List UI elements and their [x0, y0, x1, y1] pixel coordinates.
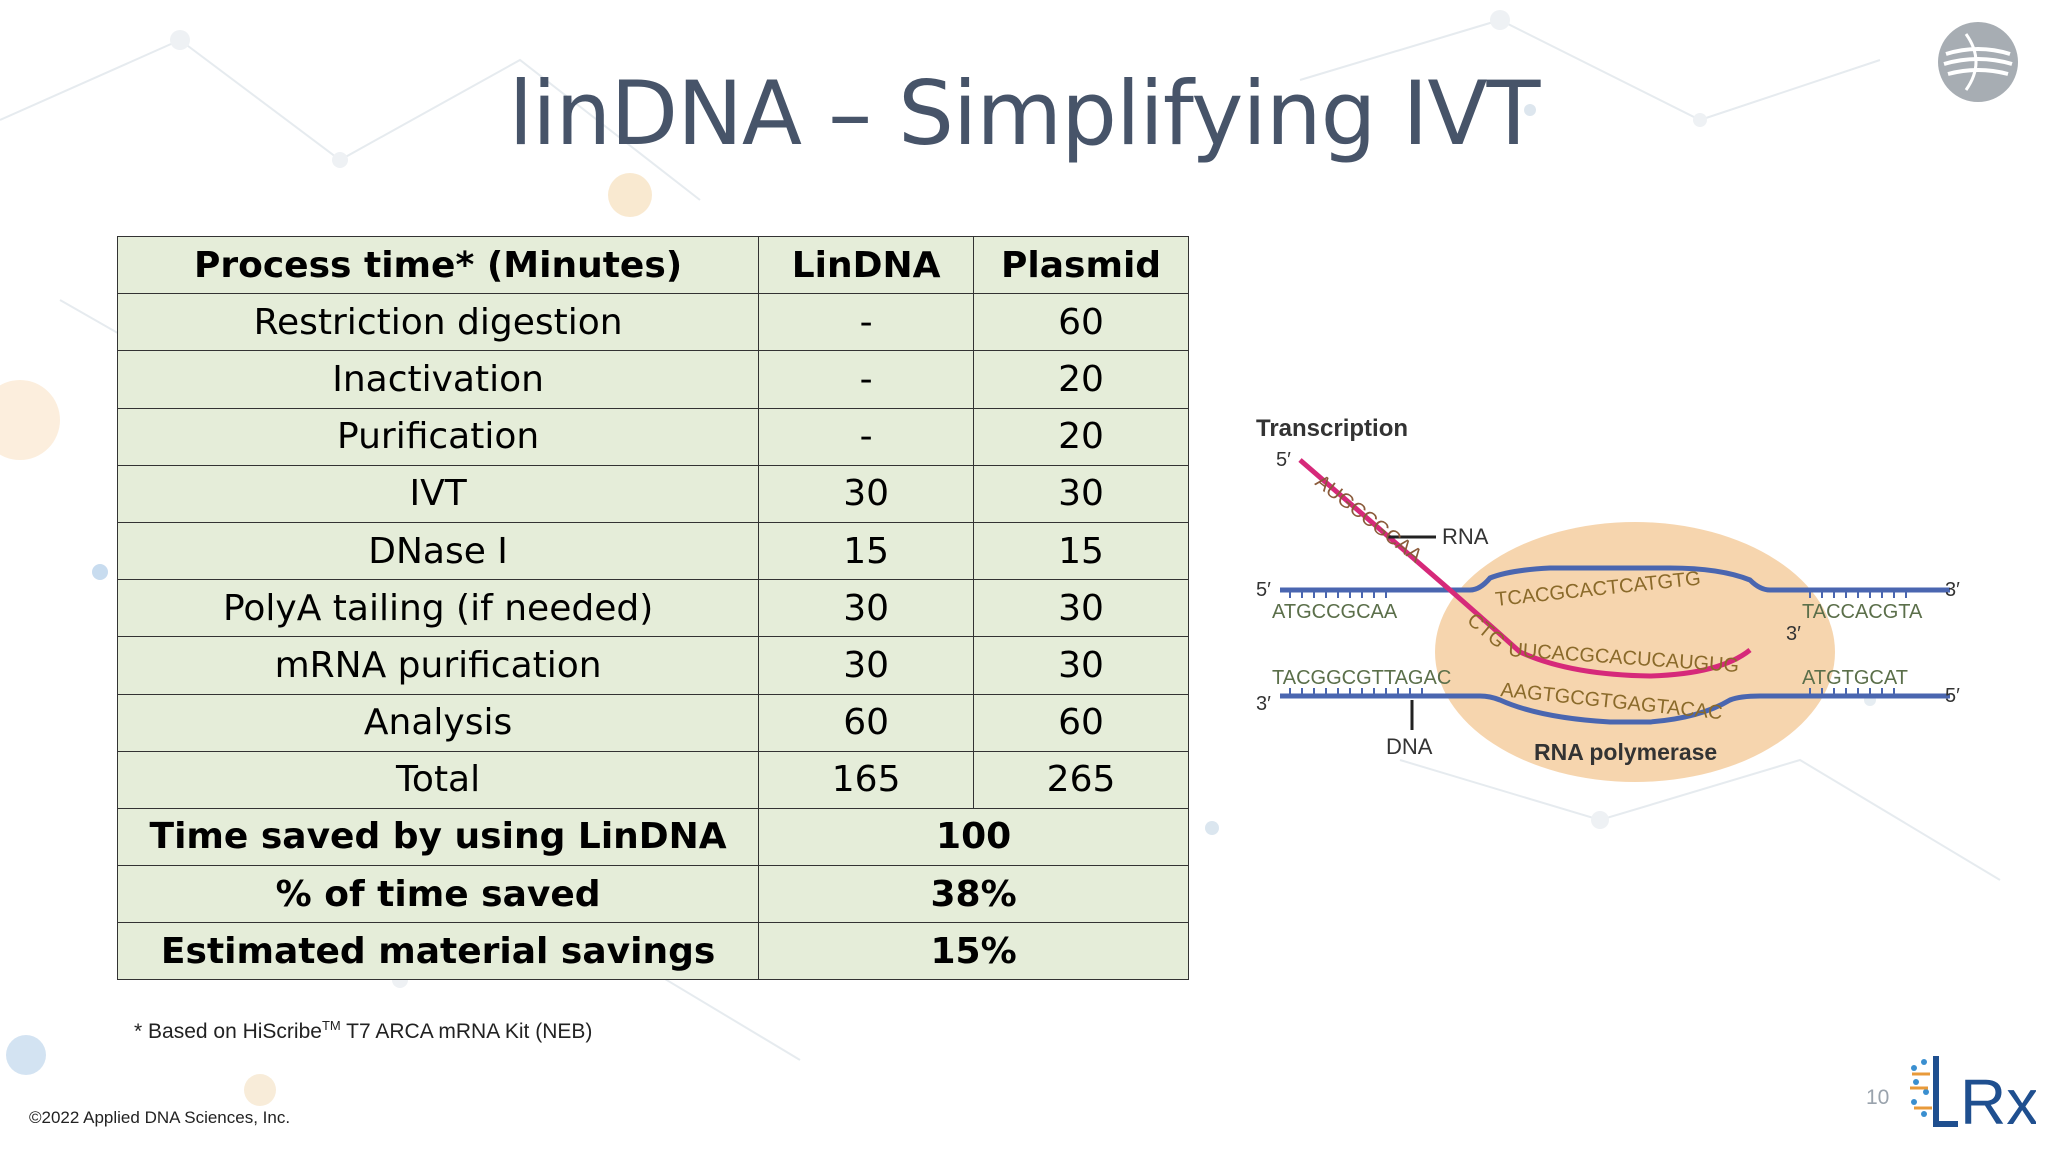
summary-row-material-savings: Estimated material savings 15% — [116, 922, 1189, 981]
summary-label: Estimated material savings — [116, 922, 760, 981]
lindna-value: 60 — [758, 693, 975, 752]
lrx-logo-text: Rx — [1960, 1066, 2036, 1132]
rna-strand — [1298, 458, 1752, 679]
lrx-logo: Rx — [1910, 1056, 2036, 1132]
row-label: Restriction digestion — [116, 293, 760, 352]
row-label: mRNA purification — [116, 636, 760, 695]
lindna-value: 15 — [758, 521, 975, 581]
summary-row-percent-saved: % of time saved 38% — [116, 865, 1189, 924]
plasmid-value: 15 — [973, 521, 1189, 581]
lindna-value: 165 — [758, 750, 975, 809]
table-row-total: Total 165 265 — [116, 750, 1189, 809]
three-prime-label: 3′ — [1786, 623, 1801, 645]
lindna-value: 30 — [758, 636, 975, 695]
lindna-value: - — [758, 350, 975, 409]
plasmid-value: 30 — [973, 579, 1189, 638]
five-prime-label: 5′ — [1256, 579, 1271, 601]
transcription-diagram: Transcription 5′ 5′ 3′ 3′ 5′ 3′ RNA DNA … — [1256, 415, 1960, 782]
dna-label: DNA — [1386, 734, 1433, 759]
dna-top-left-sequence: ATGCCGCAA — [1272, 601, 1398, 623]
summary-value: 15% — [758, 922, 1189, 981]
slide-title: linDNA – Simplifying IVT — [508, 62, 1541, 165]
dna-bottom-right-sequence: ATGTGCAT — [1802, 667, 1908, 689]
three-prime-label: 3′ — [1945, 579, 1960, 601]
lindna-value: - — [758, 293, 975, 352]
table-row: DNase I 15 15 — [116, 521, 1189, 581]
dna-bottom-left-sequence: TACGGCGTTAGAC — [1272, 667, 1451, 689]
header-lindna: LinDNA — [758, 235, 975, 295]
footnote: * Based on HiScribeTM T7 ARCA mRNA Kit (… — [134, 1018, 592, 1044]
table-row: IVT 30 30 — [116, 464, 1189, 523]
summary-label: Time saved by using LinDNA — [116, 807, 760, 867]
row-label: DNase I — [116, 521, 760, 581]
dna-top-strand — [1280, 565, 1950, 593]
table-row: Inactivation - 20 — [116, 350, 1189, 409]
table-row: Purification - 20 — [116, 407, 1189, 466]
footnote-suffix: T7 ARCA mRNA Kit (NEB) — [340, 1020, 593, 1043]
plasmid-value: 265 — [973, 750, 1189, 809]
header-plasmid: Plasmid — [973, 235, 1189, 295]
rna-polymerase-shape — [1435, 522, 1835, 782]
summary-value: 38% — [758, 865, 1189, 924]
table-row: PolyA tailing (if needed) 30 30 — [116, 579, 1189, 638]
table-row: Analysis 60 60 — [116, 693, 1189, 752]
row-label: IVT — [116, 464, 760, 523]
process-time-table: Process time* (Minutes) LinDNA Plasmid R… — [116, 235, 1189, 981]
rna-polymerase-label: RNA polymerase — [1534, 739, 1717, 765]
row-label: Analysis — [116, 693, 760, 752]
table-row: Restriction digestion - 60 — [116, 293, 1189, 352]
trademark-superscript: TM — [321, 1018, 341, 1033]
rna-sequence-5prime: AUGCCGCAA — [1311, 471, 1427, 568]
five-prime-label: 5′ — [1945, 685, 1960, 707]
header-process-time: Process time* (Minutes) — [116, 235, 760, 295]
page-number: 10 — [1866, 1086, 1890, 1109]
plasmid-value: 20 — [973, 350, 1189, 409]
summary-row-time-saved: Time saved by using LinDNA 100 — [116, 807, 1189, 867]
plasmid-value: 30 — [973, 464, 1189, 523]
copyright-text: ©2022 Applied DNA Sciences, Inc. — [29, 1108, 291, 1127]
plasmid-value: 30 — [973, 636, 1189, 695]
lindna-value: - — [758, 407, 975, 466]
row-label: Inactivation — [116, 350, 760, 409]
plasmid-value: 60 — [973, 293, 1189, 352]
five-prime-label: 5′ — [1276, 449, 1291, 471]
company-globe-logo — [1938, 22, 2018, 102]
rna-label: RNA — [1442, 524, 1489, 549]
summary-label: % of time saved — [116, 865, 760, 924]
table-header-row: Process time* (Minutes) LinDNA Plasmid — [116, 235, 1189, 295]
plasmid-value: 60 — [973, 693, 1189, 752]
row-label: Total — [116, 750, 760, 809]
lindna-value: 30 — [758, 464, 975, 523]
row-label: Purification — [116, 407, 760, 466]
dna-bottom-strand — [1280, 693, 1950, 725]
summary-value: 100 — [758, 807, 1189, 867]
diagram-title: Transcription — [1256, 415, 1408, 442]
lindna-value: 30 — [758, 579, 975, 638]
dna-top-right-sequence: TACCACGTA — [1802, 601, 1923, 623]
plasmid-value: 20 — [973, 407, 1189, 466]
row-label: PolyA tailing (if needed) — [116, 579, 760, 638]
table-row: mRNA purification 30 30 — [116, 636, 1189, 695]
three-prime-label: 3′ — [1256, 693, 1271, 715]
footnote-prefix: * Based on HiScribe — [134, 1020, 322, 1043]
